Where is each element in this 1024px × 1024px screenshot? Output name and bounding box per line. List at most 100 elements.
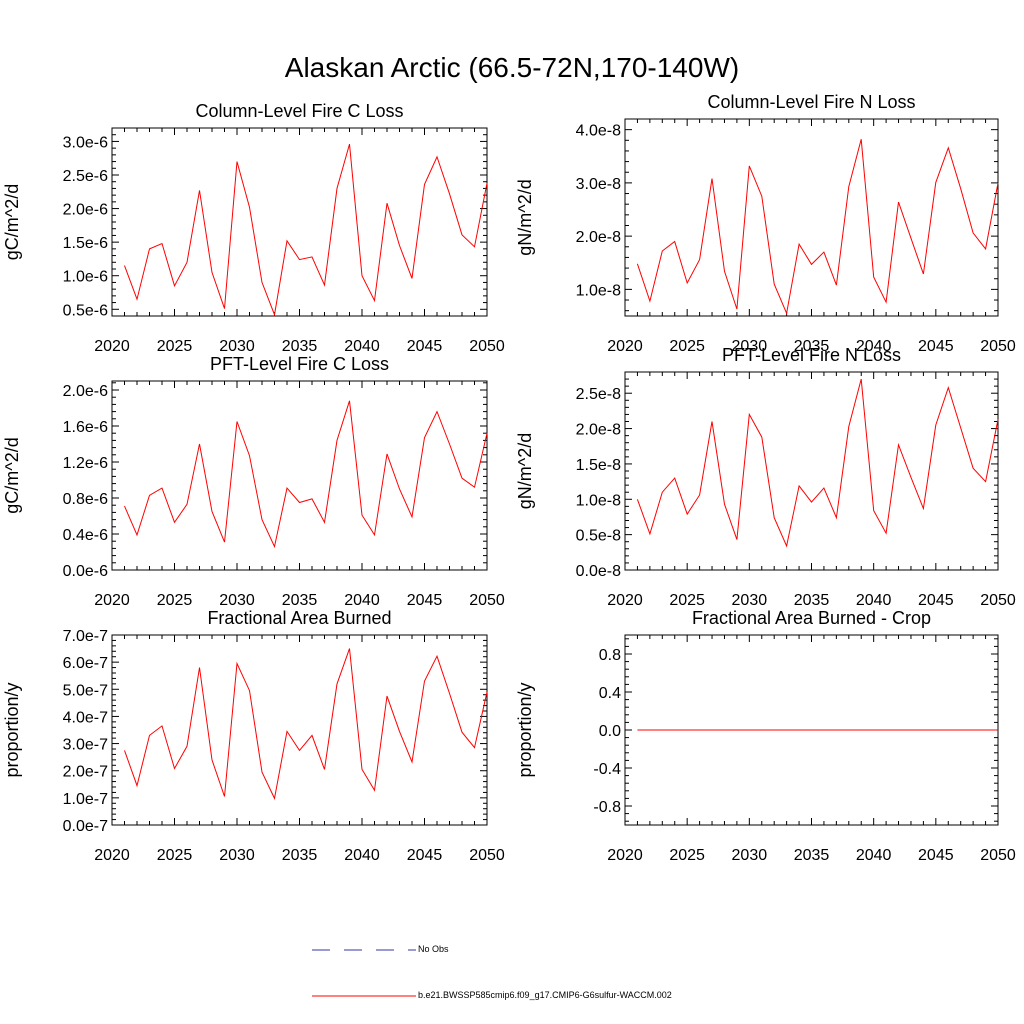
subplot-title: PFT-Level Fire N Loss bbox=[722, 345, 901, 365]
y-tick-label: 6.0e-7 bbox=[63, 655, 108, 672]
series-line-1 bbox=[124, 143, 488, 317]
plot-frame bbox=[624, 371, 999, 571]
y-tick-label: 3.0e-6 bbox=[63, 134, 108, 151]
y-tick-label: 4.0e-8 bbox=[576, 123, 621, 140]
subplot-title: Column-Level Fire N Loss bbox=[707, 92, 915, 112]
y-tick-label: 3.0e-7 bbox=[63, 737, 108, 754]
chart-panel-3: 2020 2025 2030 2035 2040 2045 2050 0.0e-6 0.4e-6… bbox=[2, 354, 505, 609]
x-tick-label: 2020 bbox=[607, 592, 643, 609]
y-tick-label: 0.5e-8 bbox=[576, 528, 621, 545]
legend-obs: No Obs bbox=[312, 943, 472, 957]
y-tick-label: 5.0e-7 bbox=[63, 682, 108, 699]
y-tick-label: 2.0e-8 bbox=[576, 422, 621, 439]
y-axis-label: gN/m^2/d bbox=[515, 179, 535, 255]
x-tick-label: 2030 bbox=[732, 847, 768, 864]
x-tick-label: 2035 bbox=[794, 592, 830, 609]
y-tick-label: 2.0e-7 bbox=[63, 764, 108, 781]
y-tick-label: 0.0e-8 bbox=[576, 563, 621, 580]
x-tick-label: 2040 bbox=[344, 338, 380, 355]
x-tick-label: 2040 bbox=[344, 847, 380, 864]
chart-panel-1: 2020 2025 2030 2035 2040 2045 2050 0.5e-6 1.0e-6… bbox=[2, 101, 505, 355]
x-tick-label: 2040 bbox=[856, 847, 892, 864]
y-tick-label: 0.0e-6 bbox=[63, 563, 108, 580]
chart-panel-6: 2020 2025 2030 2035 2040 2045 2050 -0.8 -0.4 0.0 0… bbox=[515, 608, 1016, 864]
x-tick-label: 2020 bbox=[607, 338, 643, 355]
y-tick-label: 0.4 bbox=[599, 685, 621, 702]
y-tick-label: 1.6e-6 bbox=[63, 419, 108, 436]
legend-model-line-sample bbox=[312, 995, 416, 997]
x-tick-label: 2045 bbox=[918, 592, 954, 609]
y-tick-label: 0.0e-7 bbox=[63, 818, 108, 835]
legend-obs-line-sample bbox=[312, 949, 416, 951]
y-tick-label: 1.0e-8 bbox=[576, 492, 621, 509]
y-axis-label: proportion/y bbox=[2, 682, 22, 777]
x-tick-label: 2050 bbox=[469, 592, 505, 609]
subplot-title: Fractional Area Burned - Crop bbox=[692, 608, 931, 628]
x-tick-label: 2020 bbox=[94, 847, 130, 864]
x-tick-label: 2030 bbox=[732, 592, 768, 609]
x-tick-label: 2050 bbox=[980, 338, 1016, 355]
x-tick-label: 2050 bbox=[980, 847, 1016, 864]
y-tick-label: -0.8 bbox=[593, 799, 621, 816]
x-tick-label: 2045 bbox=[918, 338, 954, 355]
y-tick-label: 1.0e-8 bbox=[576, 282, 621, 299]
y-axis-label: proportion/y bbox=[515, 682, 535, 777]
x-tick-label: 2050 bbox=[469, 338, 505, 355]
subplot-title: Fractional Area Burned bbox=[207, 608, 391, 628]
y-tick-label: 0.8e-6 bbox=[63, 491, 108, 508]
y-axis-label: gC/m^2/d bbox=[2, 184, 22, 260]
x-tick-label: 2030 bbox=[219, 847, 255, 864]
plot-frame bbox=[111, 634, 488, 826]
y-tick-label: -0.4 bbox=[593, 761, 621, 778]
x-tick-label: 2030 bbox=[732, 338, 768, 355]
y-axis-label: gN/m^2/d bbox=[515, 433, 535, 509]
x-tick-label: 2035 bbox=[794, 847, 830, 864]
x-tick-label: 2030 bbox=[219, 338, 255, 355]
legend-model-label: b.e21.BWSSP585cmip6.f09_g17.CMIP6-G6sulf… bbox=[418, 990, 672, 1000]
x-tick-label: 2030 bbox=[219, 592, 255, 609]
x-tick-label: 2020 bbox=[94, 338, 130, 355]
x-tick-label: 2035 bbox=[282, 847, 318, 864]
subplot-title: Column-Level Fire C Loss bbox=[195, 101, 403, 121]
y-tick-label: 1.0e-6 bbox=[63, 269, 108, 286]
chart-panel-2: 2020 2025 2030 2035 2040 2045 2050 1.0e-8 2.0e-8… bbox=[515, 92, 1016, 355]
x-tick-label: 2025 bbox=[157, 338, 193, 355]
x-tick-label: 2025 bbox=[157, 847, 193, 864]
x-tick-label: 2045 bbox=[407, 338, 443, 355]
x-tick-label: 2035 bbox=[282, 592, 318, 609]
series-line-1 bbox=[636, 139, 999, 316]
figure-title: Alaskan Arctic (66.5-72N,170-140W) bbox=[284, 52, 740, 83]
y-tick-label: 4.0e-7 bbox=[63, 709, 108, 726]
y-tick-label: 1.0e-7 bbox=[63, 791, 108, 808]
plot-frame bbox=[111, 380, 488, 571]
x-tick-label: 2025 bbox=[157, 592, 193, 609]
y-tick-label: 0.0 bbox=[599, 723, 621, 740]
y-tick-label: 2.5e-6 bbox=[63, 168, 108, 185]
y-tick-label: 1.5e-8 bbox=[576, 457, 621, 474]
x-tick-label: 2040 bbox=[856, 338, 892, 355]
y-tick-label: 3.0e-8 bbox=[576, 176, 621, 193]
x-tick-label: 2045 bbox=[407, 847, 443, 864]
plot-frame bbox=[624, 118, 999, 317]
y-tick-label: 0.8 bbox=[599, 647, 621, 664]
y-tick-label: 1.5e-6 bbox=[63, 235, 108, 252]
y-tick-label: 0.5e-6 bbox=[63, 302, 108, 319]
x-tick-label: 2040 bbox=[344, 592, 380, 609]
x-tick-label: 2050 bbox=[980, 592, 1016, 609]
x-tick-label: 2035 bbox=[794, 338, 830, 355]
legend-model: b.e21.BWSSP585cmip6.f09_g17.CMIP6-G6sulf… bbox=[312, 989, 732, 1003]
y-tick-label: 7.0e-7 bbox=[63, 628, 108, 645]
x-tick-label: 2025 bbox=[669, 592, 705, 609]
legend-obs-label: No Obs bbox=[418, 944, 449, 954]
x-tick-label: 2035 bbox=[282, 338, 318, 355]
x-tick-label: 2045 bbox=[407, 592, 443, 609]
y-tick-label: 2.0e-6 bbox=[63, 202, 108, 219]
y-tick-label: 2.5e-8 bbox=[576, 386, 621, 403]
x-tick-label: 2040 bbox=[856, 592, 892, 609]
x-tick-label: 2045 bbox=[918, 847, 954, 864]
x-tick-label: 2025 bbox=[669, 338, 705, 355]
series-line-1 bbox=[124, 648, 488, 801]
x-tick-label: 2025 bbox=[669, 847, 705, 864]
chart-panel-5: 2020 2025 2030 2035 2040 2045 2050 0.0e-7 1.0e-7… bbox=[2, 608, 505, 864]
plot-frame bbox=[111, 127, 488, 317]
